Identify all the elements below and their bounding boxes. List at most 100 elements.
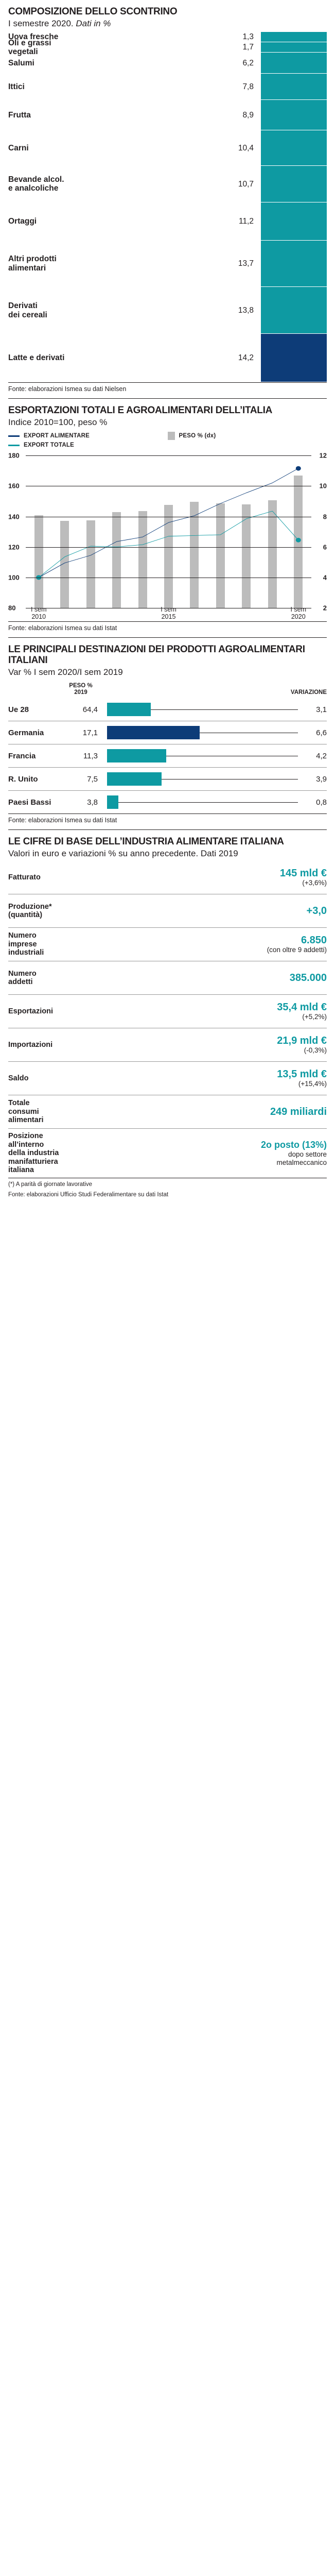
- destinations-table-row: R. Unito 7,5 3,9: [8, 768, 327, 790]
- destinations-row-divider: [8, 790, 327, 791]
- key-figure-row: Numero imprese industriali 6.850 (con oltre …: [8, 928, 327, 961]
- legend-item: EXPORT TOTALE: [8, 442, 168, 448]
- export-lines-svg: [36, 466, 301, 580]
- destination-country: Francia: [8, 751, 36, 760]
- key-figure-value: 35,4 mld €: [277, 1002, 327, 1013]
- receipt-bar-segment: [261, 32, 327, 42]
- key-figures-row-divider: [8, 994, 327, 995]
- key-figure-value-box: 2o posto (13%) dopo settore metalmeccanico: [155, 1139, 327, 1167]
- receipt-category-value: 13,7: [238, 259, 254, 268]
- destination-variation-value: 3,1: [316, 705, 327, 714]
- destination-peso: 7,5: [87, 774, 98, 784]
- peso-bar-cell: [259, 455, 285, 608]
- panel4-footnote-2: Fonte: elaborazioni Ufficio Studi Federa…: [8, 1191, 169, 1198]
- receipt-category-label: Oli e grassi vegetali: [8, 38, 51, 57]
- key-figure-value-box: 21,9 mld € (-0,3%): [155, 1035, 327, 1055]
- panel3-title: LE PRINCIPALI DESTINAZIONI DEI PRODOTTI …: [8, 644, 305, 666]
- destinations-table-header: PESO % 2019 VARIAZIONE: [8, 683, 327, 696]
- panel4-title: LE CIFRE DI BASE DELL’INDUSTRIA ALIMENTA…: [8, 836, 284, 848]
- receipt-category-label: Uova fresche: [8, 32, 59, 42]
- destination-leader-line: [118, 802, 298, 803]
- receipt-row: Salumi 6,2: [8, 53, 261, 74]
- receipt-row: Frutta 8,9: [8, 100, 261, 130]
- panel3-source: Fonte: elaborazioni Ismea su dati Istat: [8, 817, 117, 824]
- receipt-category-value: 1,3: [242, 32, 254, 42]
- destination-country: Germania: [8, 728, 44, 737]
- panel-cifre-di-base: LE CIFRE DI BASE DELL’INDUSTRIA ALIMENTA…: [8, 830, 327, 1198]
- key-figure-subvalue: (+15,4%): [298, 1080, 327, 1088]
- export-line-alimentare: [39, 468, 298, 578]
- destination-variation-bar: [107, 772, 162, 786]
- receipt-row: Ittici 7,8: [8, 74, 261, 100]
- section-divider-1: [8, 398, 327, 399]
- panel1-source: Fonte: elaborazioni Ismea su dati Nielse…: [8, 385, 127, 393]
- receipt-bar-segment: [261, 202, 327, 241]
- key-figure-label: Esportazioni: [8, 1007, 54, 1015]
- key-figure-row: Totale consumi alimentari 249 miliardi: [8, 1095, 327, 1128]
- key-figure-label: Produzione* (quantità): [8, 902, 52, 920]
- legend-line-icon: [8, 444, 20, 446]
- receipt-category-label: Salumi: [8, 58, 34, 67]
- y-axis-tick-left: 120: [8, 543, 20, 551]
- export-line-totale: [39, 511, 298, 578]
- y-axis-tick-left: 160: [8, 482, 20, 490]
- key-figure-label: Numero addetti: [8, 969, 37, 987]
- key-figure-subvalue: (+3,6%): [302, 879, 327, 887]
- receipt-category-label: Ortaggi: [8, 216, 37, 226]
- receipt-bar-segment: [261, 334, 327, 383]
- destination-variation-value: 6,6: [316, 728, 327, 737]
- key-figure-label: Fatturato: [8, 873, 41, 882]
- peso-bar-cell: [103, 455, 129, 608]
- y-axis-tick-left: 100: [8, 573, 20, 582]
- y-axis-tick-left: 140: [8, 513, 20, 521]
- peso-bar-cell: [234, 455, 259, 608]
- destinations-row-divider: [8, 767, 327, 768]
- x-axis-label: I sem 2020: [290, 606, 307, 621]
- peso-bar: [86, 520, 95, 608]
- receipt-category-label: Derivati dei cereali: [8, 301, 47, 319]
- key-figure-row: Importazioni 21,9 mld € (-0,3%): [8, 1028, 327, 1061]
- key-figure-row: Posizione all’interno della industria manif…: [8, 1129, 327, 1178]
- receipt-row: Carni 10,4: [8, 130, 261, 166]
- key-figure-row: Numero addetti 385.000: [8, 961, 327, 994]
- key-figure-value: +3,0: [306, 905, 327, 917]
- legend-line-icon: [8, 435, 20, 437]
- destination-variation-bar: [107, 726, 200, 740]
- receipt-category-value: 6,2: [242, 58, 254, 67]
- legend-swatch-icon: [167, 432, 175, 440]
- key-figures-row-divider: [8, 1061, 327, 1062]
- key-figure-label: Totale consumi alimentari: [8, 1099, 44, 1125]
- x-axis-label: I sem 2010: [30, 606, 47, 621]
- destination-peso: 64,4: [82, 705, 98, 714]
- peso-bar: [242, 504, 251, 608]
- receipt-category-list: Uova fresche 1,3 Oli e grassi vegetali 1,7 Sa…: [8, 32, 261, 382]
- chart-gridline: [26, 455, 311, 456]
- receipt-bar-segment: [261, 53, 327, 74]
- line-endpoint-marker: [295, 466, 301, 471]
- destination-variation-bar: [107, 703, 151, 717]
- receipt-category-value: 11,2: [238, 216, 254, 226]
- receipt-bar-segment: [261, 100, 327, 131]
- receipt-category-value: 13,8: [238, 306, 254, 315]
- receipt-category-label: Latte e derivati: [8, 353, 65, 363]
- destination-peso: 3,8: [87, 798, 98, 807]
- peso-bar-cell: [182, 455, 207, 608]
- receipt-row: Derivati dei cereali 13,8: [8, 287, 261, 334]
- x-axis-label: I sem 2015: [161, 606, 177, 621]
- header-peso-percent: PESO % 2019: [69, 683, 93, 696]
- receipt-bar-segment: [261, 165, 327, 202]
- peso-bar: [112, 512, 121, 608]
- receipt-category-value: 7,8: [242, 82, 254, 91]
- key-figure-label: Numero imprese industriali: [8, 931, 44, 957]
- y-axis-tick-left: 180: [8, 451, 20, 460]
- receipt-category-label: Ittici: [8, 82, 25, 91]
- destinations-table-row: Germania 17,1 6,6: [8, 721, 327, 744]
- panel2-source: Fonte: elaborazioni Ismea su dati Istat: [8, 624, 117, 632]
- y-axis-tick-right: 2: [323, 604, 327, 612]
- peso-bar-cell: [78, 455, 103, 608]
- peso-bar-cell: [155, 455, 181, 608]
- key-figure-subvalue: (+5,2%): [302, 1013, 327, 1021]
- peso-bar: [164, 505, 173, 608]
- export-index-chart: 80 2 100 4 120 6 140 8 160 10 180 12 I sem 2010 I sem…: [8, 451, 327, 621]
- key-figure-value-box: 249 miliardi: [155, 1106, 327, 1117]
